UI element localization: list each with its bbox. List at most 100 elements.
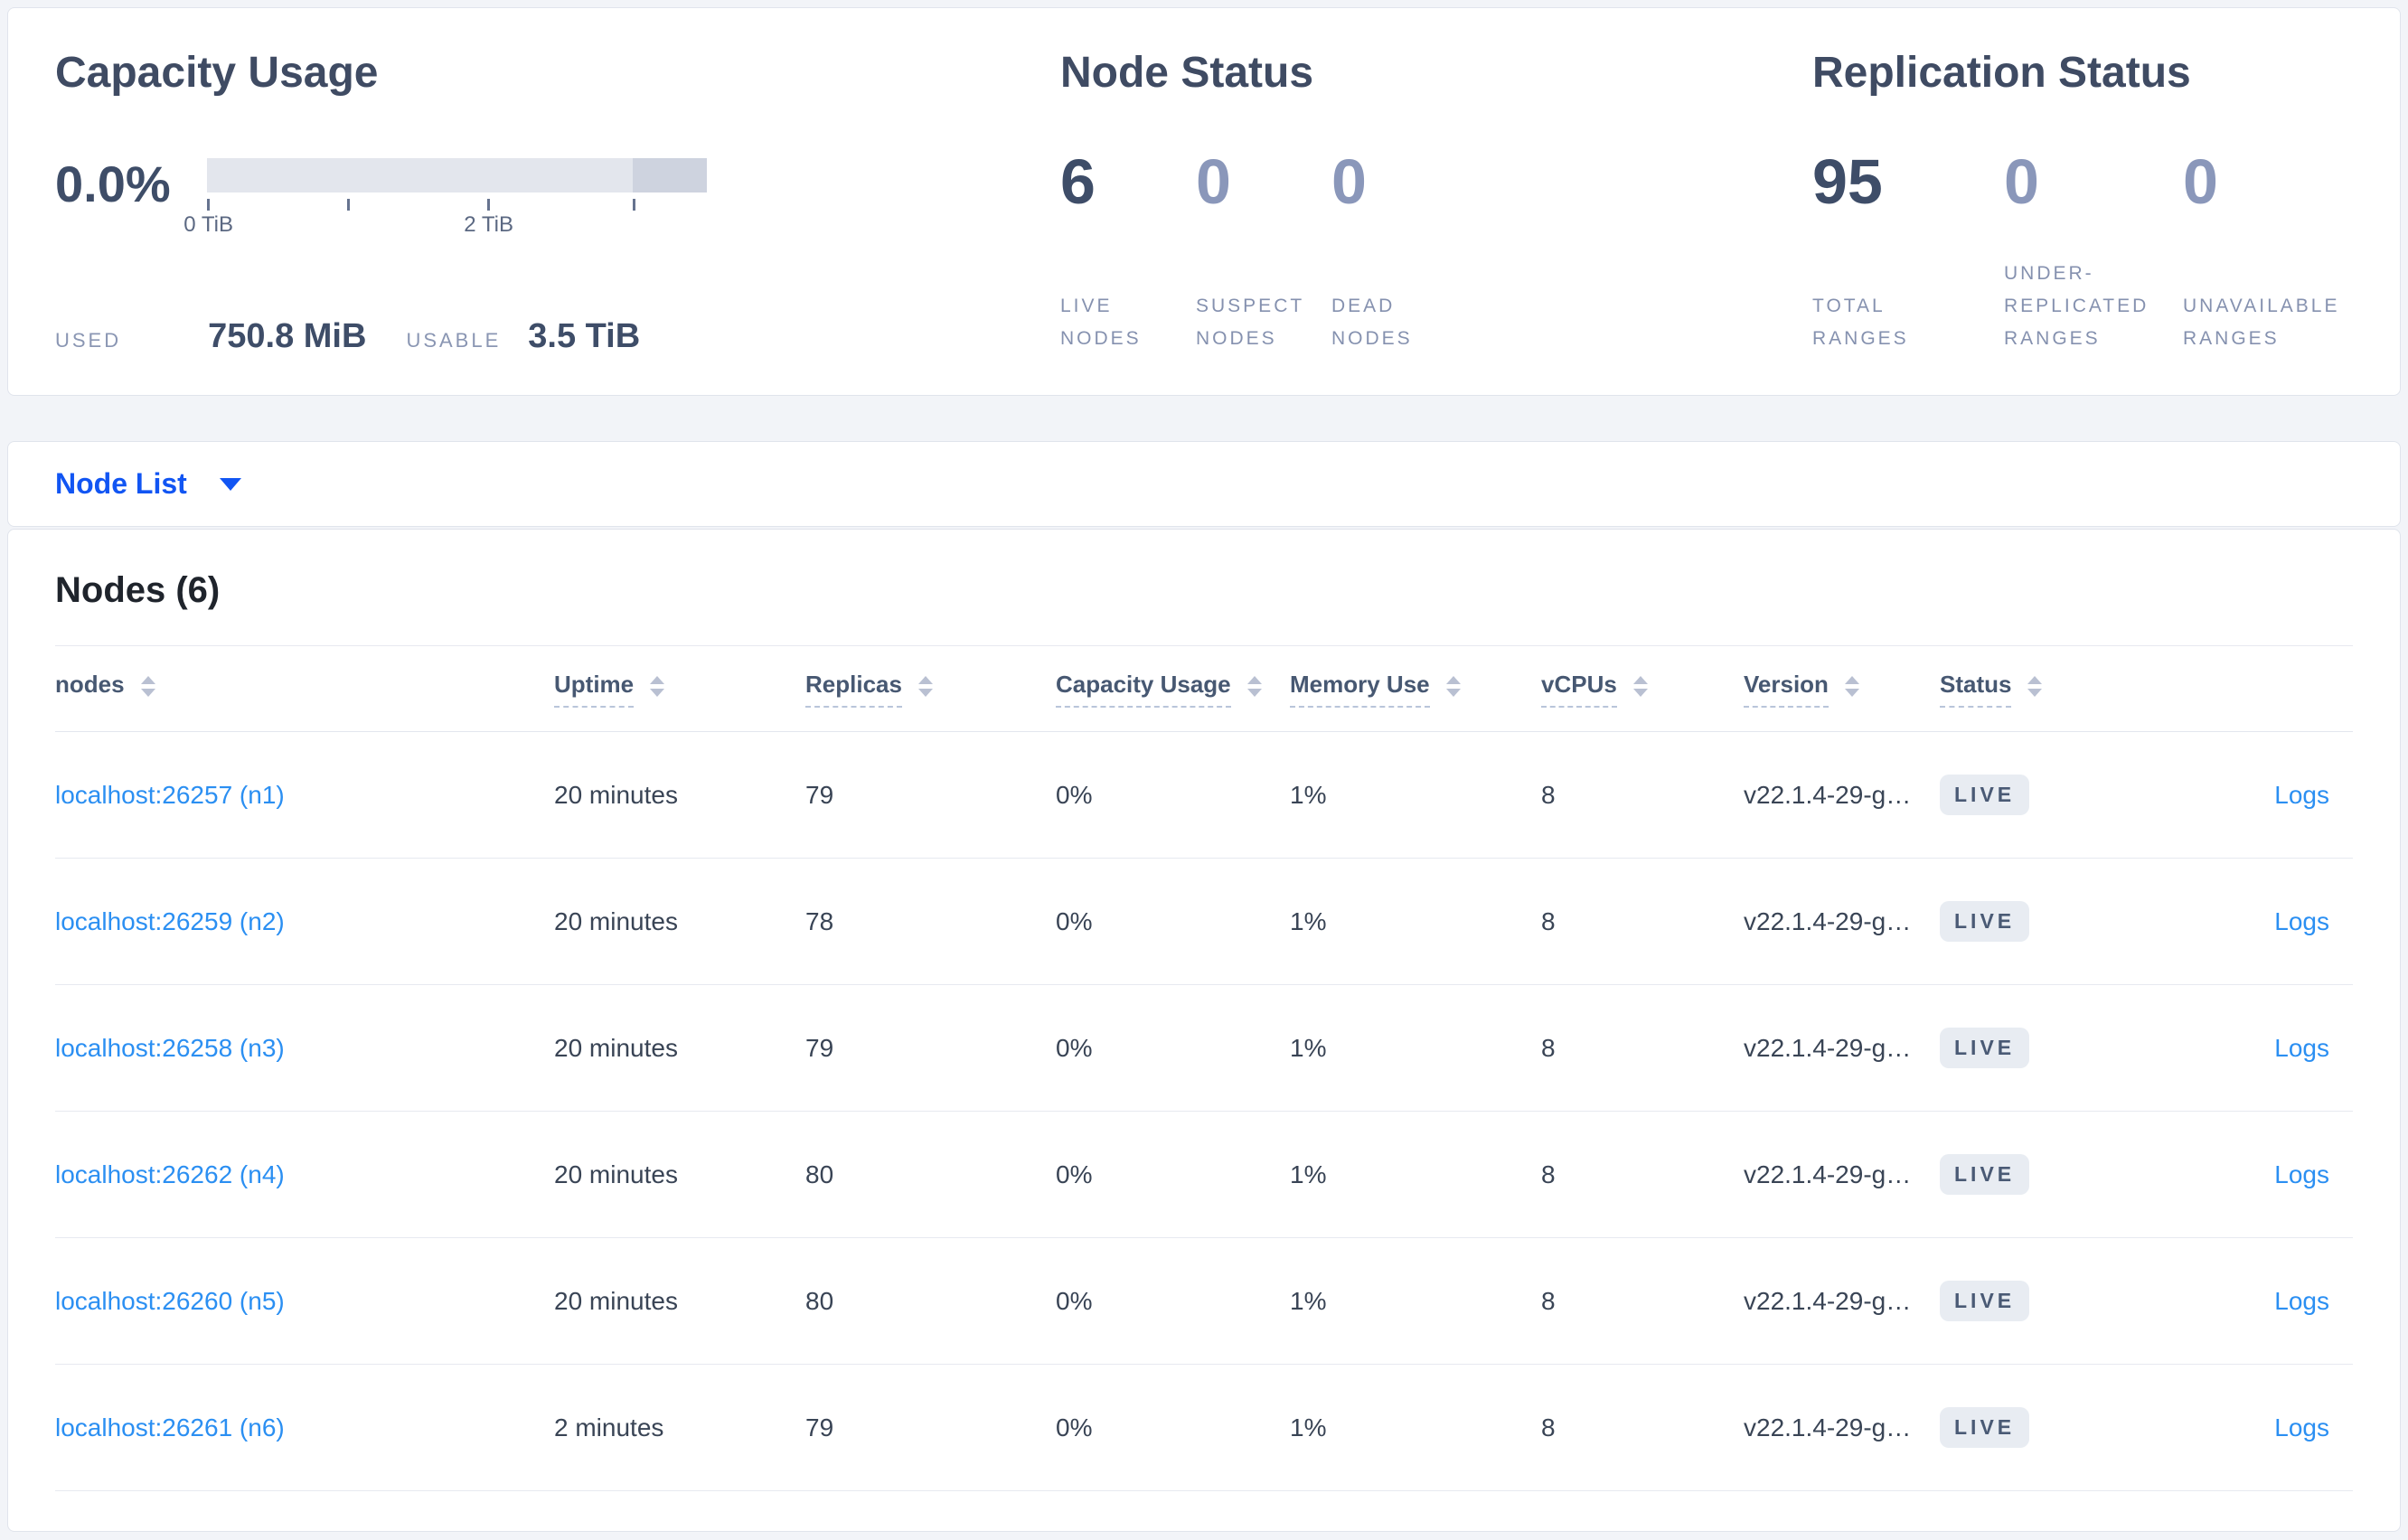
logs-link[interactable]: Logs	[2274, 1160, 2329, 1188]
table-row: localhost:26260 (n5) 20 minutes 80 0% 1%…	[55, 1238, 2353, 1365]
sort-icon	[1844, 675, 1859, 697]
capacity-usage-cell: 0%	[1056, 780, 1093, 809]
status-badge: LIVE	[1940, 775, 2030, 815]
sort-icon	[1632, 675, 1648, 697]
table-header-row: nodes Uptime Replicas Capacity Usage Mem…	[55, 645, 2353, 732]
cluster-summary-card: Capacity Usage 0.0% 0 TiB 2 TiB	[7, 7, 2401, 396]
node-status-section: Node Status 6 0 0 LIVE NODES SUSPECT NOD…	[1060, 48, 1693, 355]
node-status-title: Node Status	[1060, 49, 1314, 97]
nodes-heading: Nodes (6)	[55, 570, 221, 610]
column-header-memory-use[interactable]: Memory Use	[1290, 671, 1541, 708]
node-link[interactable]: localhost:26257 (n1)	[55, 780, 285, 809]
status-badge: LIVE	[1940, 1028, 2030, 1068]
status-badge: LIVE	[1940, 901, 2030, 942]
capacity-usage-cell: 0%	[1056, 1160, 1093, 1188]
total-ranges-count: 95	[1812, 146, 1883, 217]
logs-link[interactable]: Logs	[2274, 1413, 2329, 1441]
node-link[interactable]: localhost:26262 (n4)	[55, 1160, 285, 1188]
logs-link[interactable]: Logs	[2274, 1286, 2329, 1315]
suspect-nodes-label: SUSPECT NODES	[1196, 296, 1305, 349]
capacity-bar-dark-segment	[632, 158, 707, 192]
node-list-dropdown[interactable]: Node List	[55, 467, 241, 501]
memory-use-cell: 1%	[1290, 780, 1327, 809]
replicas-cell: 80	[805, 1160, 834, 1188]
sort-icon	[917, 675, 933, 697]
capacity-usage-cell: 0%	[1056, 1413, 1093, 1441]
sort-icon	[1445, 675, 1461, 697]
status-badge: LIVE	[1940, 1281, 2030, 1321]
column-header-vcpus[interactable]: vCPUs	[1541, 671, 1744, 708]
replicas-cell: 79	[805, 780, 834, 809]
version-cell: v22.1.4-29-g…	[1744, 1033, 1912, 1062]
node-link[interactable]: localhost:26260 (n5)	[55, 1286, 285, 1315]
uptime-cell: 20 minutes	[554, 780, 678, 809]
column-header-status[interactable]: Status	[1940, 671, 2163, 708]
under-replicated-ranges-label: UNDER- REPLICATED RANGES	[2004, 263, 2149, 349]
column-header-capacity-usage[interactable]: Capacity Usage	[1056, 671, 1290, 708]
nodes-panel: Nodes (6) nodes Uptime Replicas Capacity…	[7, 529, 2401, 1532]
live-nodes-label: LIVE NODES	[1060, 296, 1142, 349]
uptime-cell: 20 minutes	[554, 1033, 678, 1062]
total-ranges-label: TOTAL RANGES	[1812, 296, 1909, 349]
vcpus-cell: 8	[1541, 1033, 1556, 1062]
column-header-uptime[interactable]: Uptime	[554, 671, 805, 708]
used-label: USED	[55, 329, 122, 352]
logs-link[interactable]: Logs	[2274, 906, 2329, 935]
table-row: localhost:26259 (n2) 20 minutes 78 0% 1%…	[55, 859, 2353, 985]
uptime-cell: 2 minutes	[554, 1413, 664, 1441]
memory-use-cell: 1%	[1290, 1160, 1327, 1188]
sort-icon	[650, 675, 665, 697]
column-header-nodes[interactable]: nodes	[55, 671, 554, 708]
logs-link[interactable]: Logs	[2274, 780, 2329, 809]
usable-value: 3.5 TiB	[528, 317, 641, 355]
suspect-nodes-count: 0	[1196, 146, 1231, 217]
logs-link[interactable]: Logs	[2274, 1033, 2329, 1062]
capacity-bar	[206, 158, 707, 192]
capacity-axis-ticks	[206, 192, 707, 211]
replicas-cell: 79	[805, 1033, 834, 1062]
version-cell: v22.1.4-29-g…	[1744, 780, 1912, 809]
sort-icon	[2027, 675, 2043, 697]
vcpus-cell: 8	[1541, 1413, 1556, 1441]
used-value: 750.8 MiB	[208, 317, 367, 355]
memory-use-cell: 1%	[1290, 1413, 1327, 1441]
memory-use-cell: 1%	[1290, 1286, 1327, 1315]
node-link[interactable]: localhost:26261 (n6)	[55, 1413, 285, 1441]
table-row: localhost:26261 (n6) 2 minutes 79 0% 1% …	[55, 1365, 2353, 1491]
column-header-replicas[interactable]: Replicas	[805, 671, 1056, 708]
status-badge: LIVE	[1940, 1407, 2030, 1448]
sort-icon	[1246, 675, 1262, 697]
replicas-cell: 79	[805, 1413, 834, 1441]
replicas-cell: 80	[805, 1286, 834, 1315]
vcpus-cell: 8	[1541, 1160, 1556, 1188]
capacity-usage-title: Capacity Usage	[55, 49, 379, 97]
column-header-version[interactable]: Version	[1744, 671, 1940, 708]
live-nodes-count: 6	[1060, 146, 1096, 217]
capacity-bar-chart: 0 TiB 2 TiB	[183, 158, 707, 238]
sort-icon	[140, 675, 155, 697]
unavailable-ranges-count: 0	[2183, 146, 2218, 217]
table-row: localhost:26262 (n4) 20 minutes 80 0% 1%…	[55, 1112, 2353, 1238]
dead-nodes-count: 0	[1331, 146, 1367, 217]
axis-label-0tib: 0 TiB	[183, 212, 233, 237]
node-list-bar: Node List	[7, 441, 2401, 527]
uptime-cell: 20 minutes	[554, 1286, 678, 1315]
version-cell: v22.1.4-29-g…	[1744, 906, 1912, 935]
uptime-cell: 20 minutes	[554, 1160, 678, 1188]
vcpus-cell: 8	[1541, 1286, 1556, 1315]
replication-status-title: Replication Status	[1812, 49, 2191, 97]
usable-label: USABLE	[406, 329, 502, 352]
node-link[interactable]: localhost:26258 (n3)	[55, 1033, 285, 1062]
table-row: localhost:26257 (n1) 20 minutes 79 0% 1%…	[55, 732, 2353, 859]
capacity-usage-cell: 0%	[1056, 906, 1093, 935]
capacity-usage-section: Capacity Usage 0.0% 0 TiB 2 TiB	[55, 48, 1013, 356]
axis-label-2tib: 2 TiB	[464, 212, 513, 237]
dead-nodes-label: DEAD NODES	[1331, 296, 1413, 349]
version-cell: v22.1.4-29-g…	[1744, 1413, 1912, 1441]
node-list-dropdown-label: Node List	[55, 467, 187, 500]
unavailable-ranges-label: UNAVAILABLE RANGES	[2183, 296, 2340, 349]
table-row: localhost:26258 (n3) 20 minutes 79 0% 1%…	[55, 985, 2353, 1112]
uptime-cell: 20 minutes	[554, 906, 678, 935]
under-replicated-ranges-count: 0	[2004, 146, 2039, 217]
node-link[interactable]: localhost:26259 (n2)	[55, 906, 285, 935]
